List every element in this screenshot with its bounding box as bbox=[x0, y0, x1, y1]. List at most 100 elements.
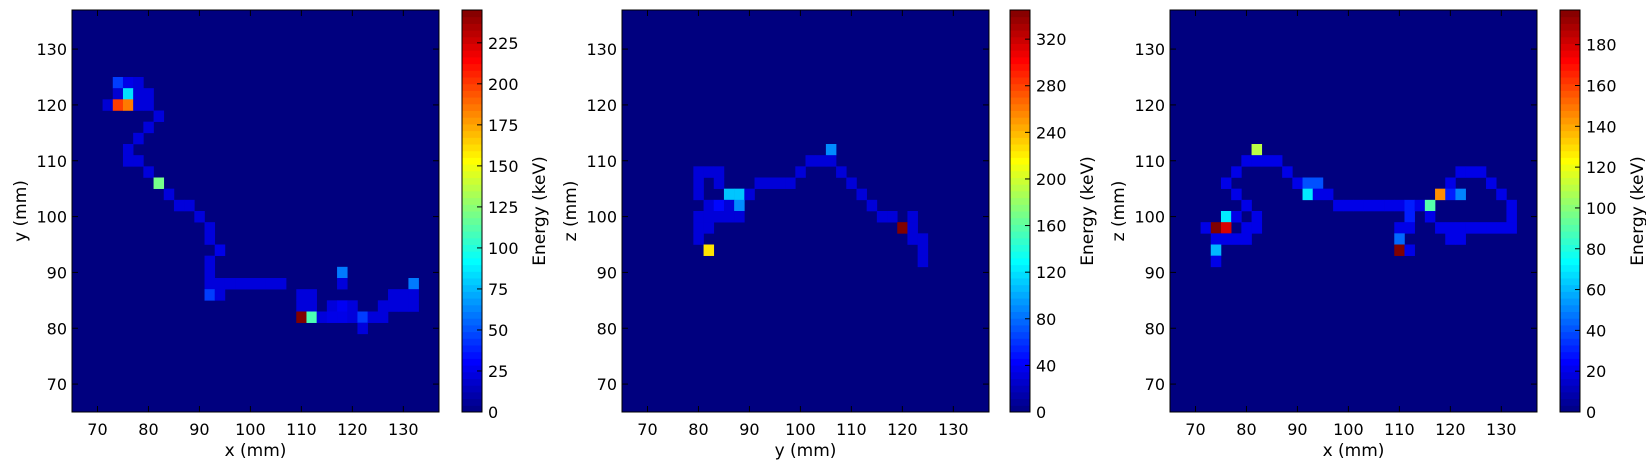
colorbar-label: Energy (keV) bbox=[530, 156, 550, 266]
colorbar-segment bbox=[1560, 405, 1580, 413]
colorbar-segment bbox=[1560, 291, 1580, 299]
colorbar-segment bbox=[1010, 398, 1030, 406]
colorbar: 0 25 50 75 100 125 150 175 200 225 Energy (keV) bbox=[461, 9, 550, 422]
colorbar-segment bbox=[1560, 16, 1580, 24]
colorbar-segment bbox=[1560, 391, 1580, 400]
colorbar-tick-label: 200 bbox=[488, 75, 519, 94]
heatmap-cell bbox=[703, 211, 715, 223]
colorbar-tick-label: 120 bbox=[1036, 263, 1067, 282]
heatmap-cell bbox=[825, 144, 837, 156]
y-tick-label: 110 bbox=[36, 152, 67, 171]
heatmap-cell bbox=[255, 278, 266, 290]
heatmap-cell bbox=[133, 155, 144, 167]
heatmap-cell bbox=[1251, 211, 1263, 223]
colorbar-segment bbox=[1560, 97, 1580, 105]
colorbar-segment bbox=[1560, 110, 1580, 118]
heatmap-cell bbox=[1231, 166, 1242, 178]
heatmap-cell bbox=[388, 289, 399, 301]
heatmap-cell bbox=[815, 155, 827, 167]
colorbar-segment bbox=[462, 70, 482, 78]
colorbar-segment bbox=[1560, 231, 1580, 239]
colorbar-segment bbox=[462, 318, 482, 326]
heatmap-cell bbox=[693, 188, 704, 201]
heatmap-cell bbox=[204, 278, 216, 290]
colorbar-tick-label: 180 bbox=[1586, 36, 1617, 55]
colorbar-segment bbox=[462, 217, 482, 225]
heatmap-cell bbox=[122, 77, 134, 89]
colorbar-segment bbox=[1010, 190, 1030, 199]
colorbar-segment bbox=[1560, 117, 1580, 125]
heatmap-cell bbox=[337, 278, 348, 290]
heatmap-cell bbox=[866, 199, 878, 212]
heatmap-cell bbox=[734, 188, 745, 201]
y-tick-label: 80 bbox=[47, 319, 67, 338]
plot-frame bbox=[1169, 9, 1538, 413]
heatmap-cell bbox=[1231, 188, 1242, 201]
colorbar-segment bbox=[1560, 324, 1580, 333]
heatmap-cell bbox=[133, 88, 144, 100]
colorbar-segment bbox=[462, 197, 482, 205]
heatmap-cell bbox=[713, 211, 725, 223]
heatmap-cell bbox=[1465, 222, 1477, 234]
colorbar-segment bbox=[1560, 137, 1580, 145]
heatmap-panel-3: 70 80 90 100 110 120 130 70 80 90 100 110 120 130 x (m… bbox=[1109, 9, 1646, 461]
colorbar-segment bbox=[1010, 298, 1030, 306]
heatmap-cell bbox=[1465, 166, 1477, 178]
heatmap-cell bbox=[173, 199, 185, 212]
heatmap-cell bbox=[723, 199, 735, 212]
colorbar-segment bbox=[1560, 56, 1580, 65]
x-tick-label: 70 bbox=[87, 420, 107, 439]
heatmap-cell bbox=[1435, 188, 1446, 201]
colorbar-segment bbox=[1010, 157, 1030, 165]
heatmap-cell bbox=[1220, 233, 1232, 245]
colorbar-segment bbox=[1010, 278, 1030, 286]
colorbar-segment bbox=[462, 211, 482, 219]
y-tick-label: 110 bbox=[586, 152, 617, 171]
y-tick-label: 70 bbox=[47, 375, 67, 394]
colorbar-tick-label: 160 bbox=[1036, 217, 1067, 236]
heatmap-cell bbox=[1506, 222, 1517, 234]
heatmap-cell bbox=[204, 255, 216, 268]
colorbar-segment bbox=[462, 257, 482, 266]
x-tick-label: 120 bbox=[1435, 420, 1466, 439]
heatmap-cell bbox=[1506, 211, 1517, 223]
plot-frame bbox=[621, 9, 990, 413]
heatmap-cell bbox=[153, 110, 165, 122]
heatmap-cell bbox=[337, 300, 348, 312]
colorbar-segment bbox=[1010, 70, 1030, 78]
heatmap-cell bbox=[1231, 211, 1242, 223]
heatmap-cell bbox=[398, 289, 409, 301]
colorbar-segment bbox=[462, 170, 482, 178]
colorbar-tick-label: 20 bbox=[1586, 362, 1606, 381]
heatmap-cell bbox=[1312, 177, 1324, 189]
colorbar-segment bbox=[1560, 77, 1580, 85]
colorbar-segment bbox=[462, 63, 482, 71]
colorbar-segment bbox=[1560, 90, 1580, 98]
heatmap-cell bbox=[703, 244, 715, 256]
heatmap-cell bbox=[897, 222, 908, 234]
colorbar-segment bbox=[1010, 358, 1030, 366]
colorbar-segment bbox=[462, 23, 482, 31]
colorbar-segment bbox=[1560, 164, 1580, 172]
heatmap-cell bbox=[703, 199, 715, 212]
heatmap-cell bbox=[917, 244, 929, 256]
colorbar-tick-label: 320 bbox=[1036, 30, 1067, 49]
colorbar-segment bbox=[1560, 257, 1580, 266]
y-tick-label: 80 bbox=[1145, 319, 1165, 338]
x-tick-label: 130 bbox=[1486, 420, 1517, 439]
heatmap-cell bbox=[1384, 199, 1395, 212]
heatmap-cell bbox=[214, 244, 226, 256]
colorbar-segment bbox=[462, 291, 482, 299]
heatmap-cell bbox=[408, 289, 419, 301]
y-axis-label: y (mm) bbox=[11, 180, 31, 242]
heatmap-cell bbox=[1343, 199, 1354, 212]
heatmap-cell bbox=[143, 99, 154, 111]
heatmap-cell bbox=[1220, 222, 1232, 234]
heatmap-cell bbox=[805, 155, 816, 167]
colorbar-segment bbox=[1010, 16, 1030, 24]
colorbar-segment bbox=[462, 137, 482, 145]
heatmap-cell bbox=[825, 155, 837, 167]
colorbar-segment bbox=[1560, 204, 1580, 212]
colorbar-tick-label: 125 bbox=[488, 198, 519, 217]
colorbar-segment bbox=[462, 311, 482, 319]
